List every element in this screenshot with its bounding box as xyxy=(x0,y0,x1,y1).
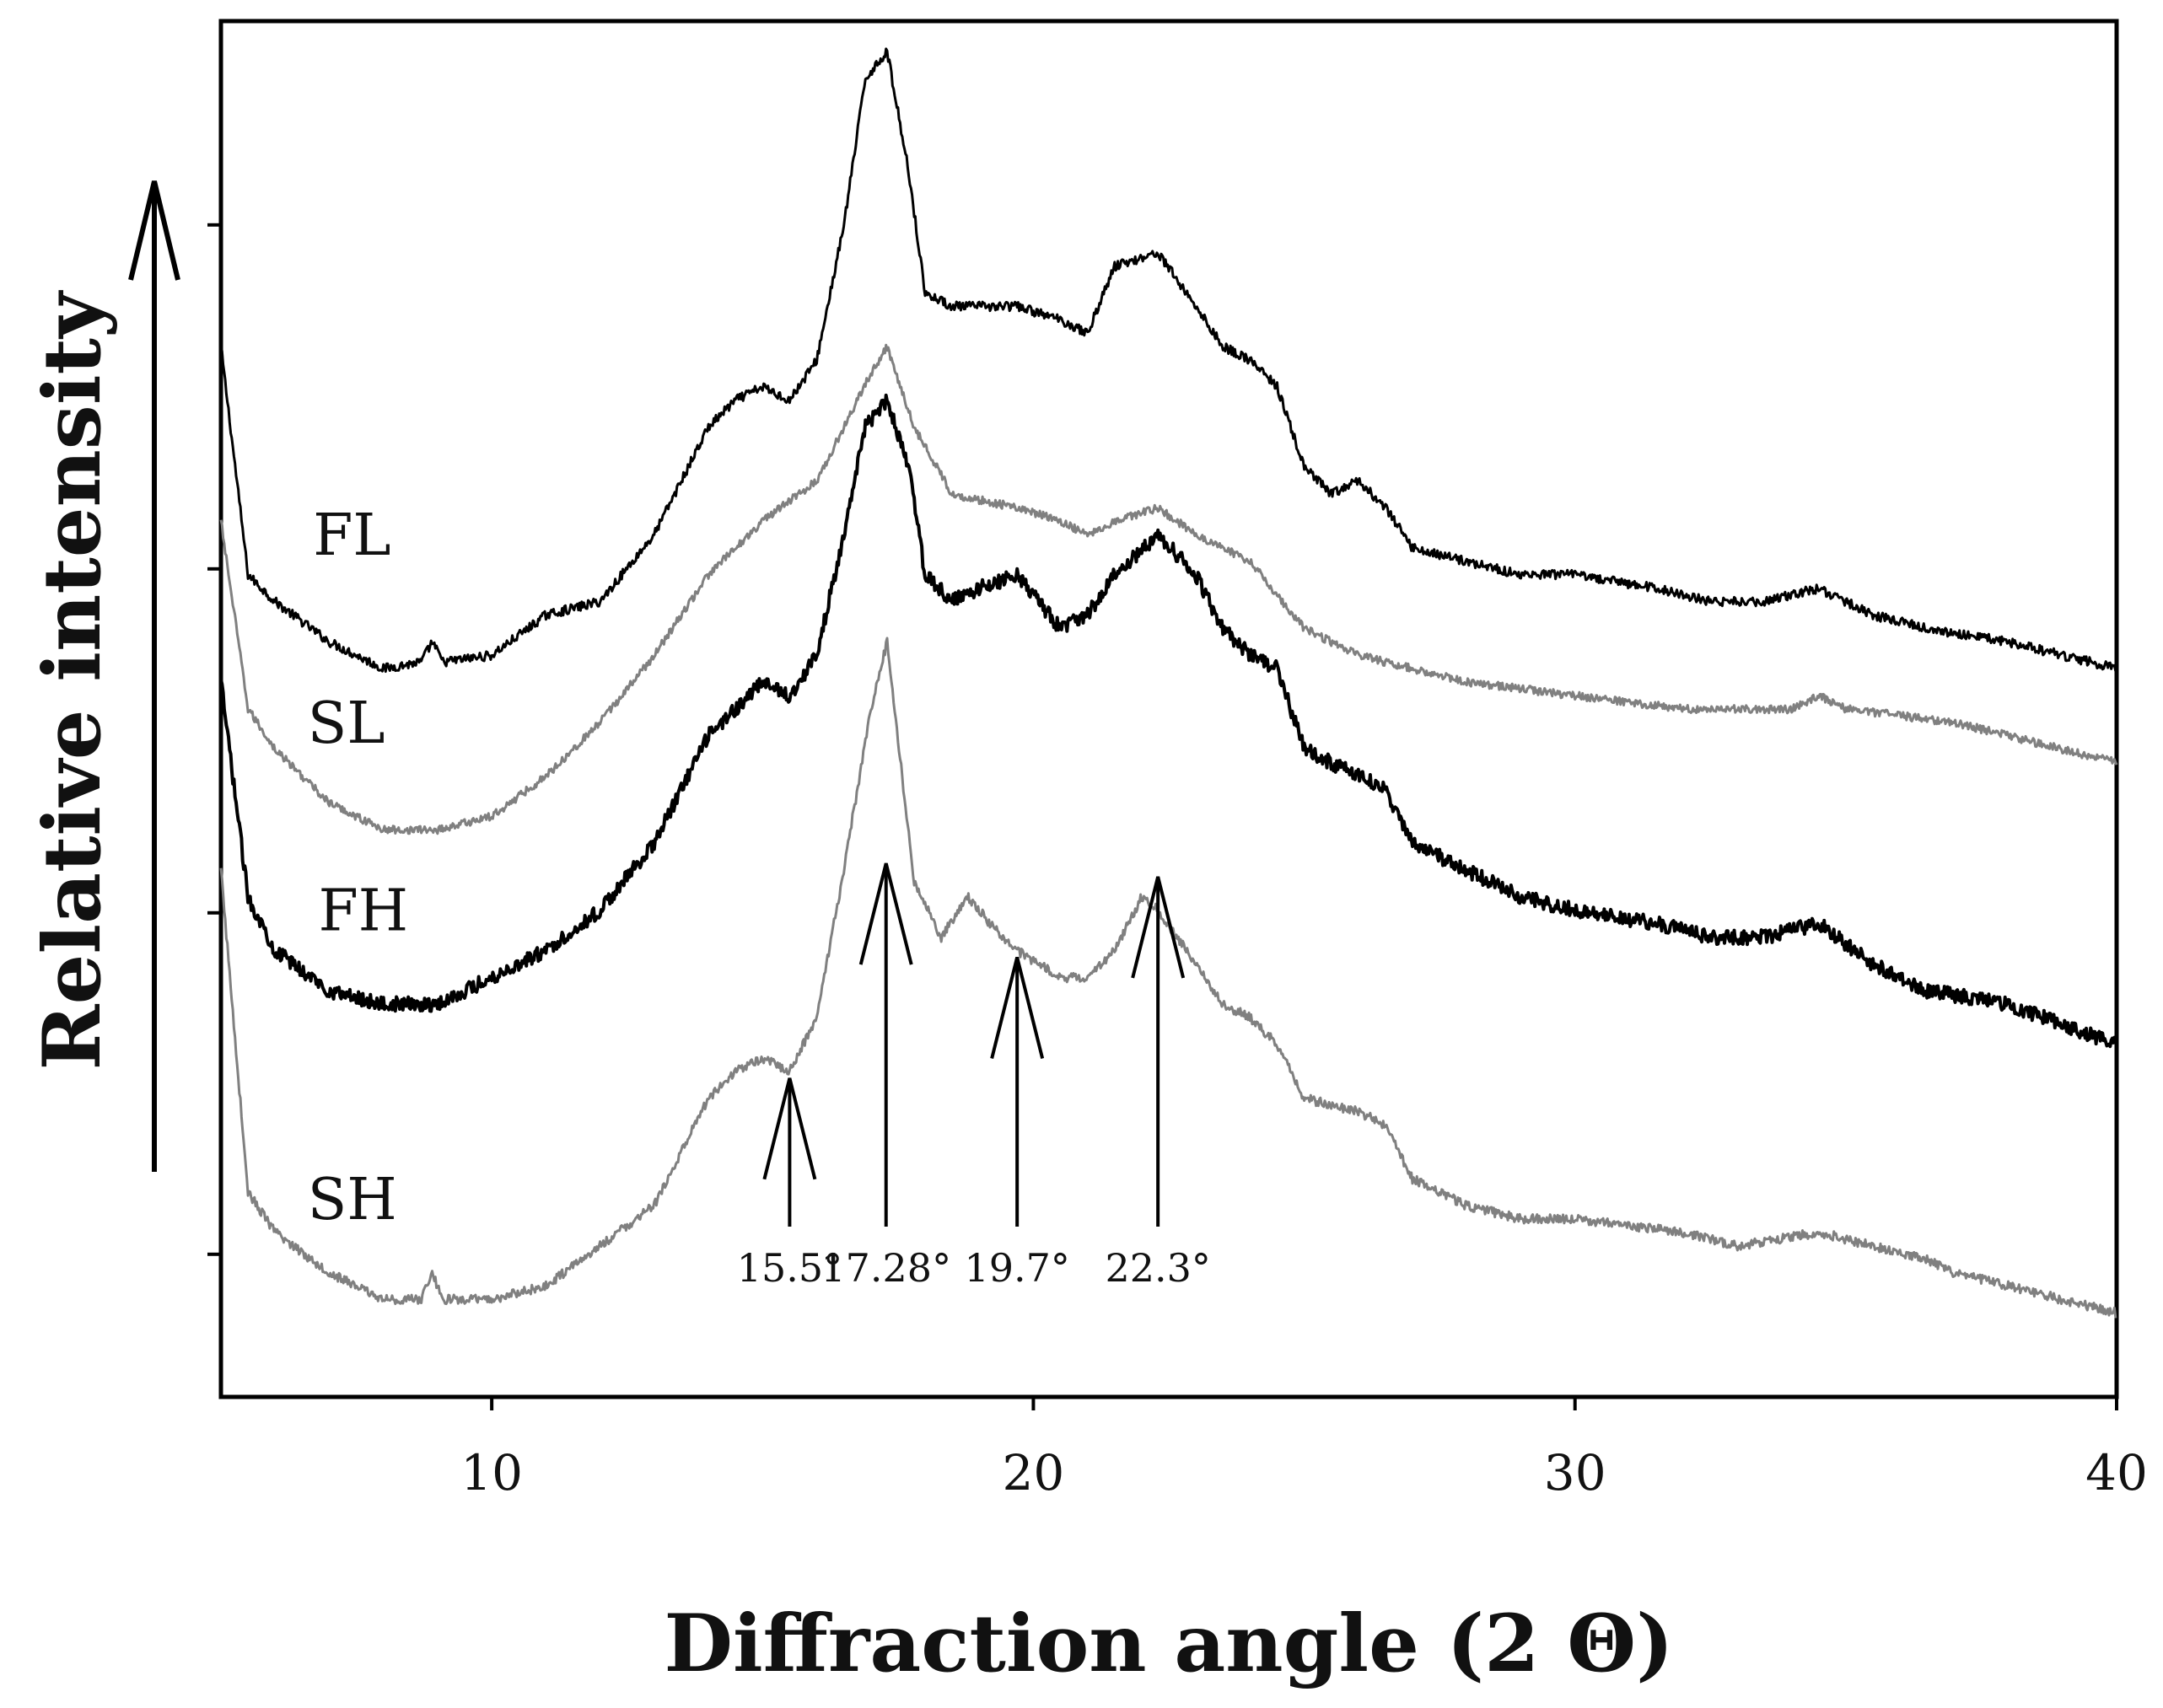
series-line-sl xyxy=(219,343,2118,835)
series-label-fl: FL xyxy=(313,502,390,569)
x-tick-label-10: 10 xyxy=(460,1444,523,1501)
x-tick-label-30: 30 xyxy=(1544,1444,1606,1501)
peak-label-19-7: 19.7° xyxy=(964,1245,1069,1291)
peak-arrowhead-17-28 xyxy=(858,862,913,965)
y-axis-title: Relative intensity xyxy=(26,290,119,1070)
peak-label-17-28: 17.28° xyxy=(821,1245,951,1291)
peak-label-15-5: 15.5° xyxy=(737,1245,842,1291)
peak-arrowhead-22-3 xyxy=(1131,876,1186,979)
relative-intensity-arrowhead xyxy=(128,180,180,281)
series-label-sl: SL xyxy=(308,690,385,757)
series-line-sh xyxy=(219,636,2117,1319)
peak-label-22-3: 22.3° xyxy=(1105,1245,1210,1291)
series-line-fh xyxy=(219,393,2118,1049)
series-label-fh: FH xyxy=(319,878,408,945)
series-line-fl xyxy=(219,47,2118,674)
x-axis-title: Diffraction angle (2 Θ) xyxy=(664,1598,1673,1690)
peak-arrowhead-15-5 xyxy=(762,1077,817,1180)
x-tick-label-20: 20 xyxy=(1003,1444,1065,1501)
plot-frame xyxy=(218,19,2119,1399)
x-tick-label-40: 40 xyxy=(2085,1444,2148,1501)
peak-arrowhead-19-7 xyxy=(990,957,1045,1060)
series-label-sh: SH xyxy=(308,1167,397,1233)
